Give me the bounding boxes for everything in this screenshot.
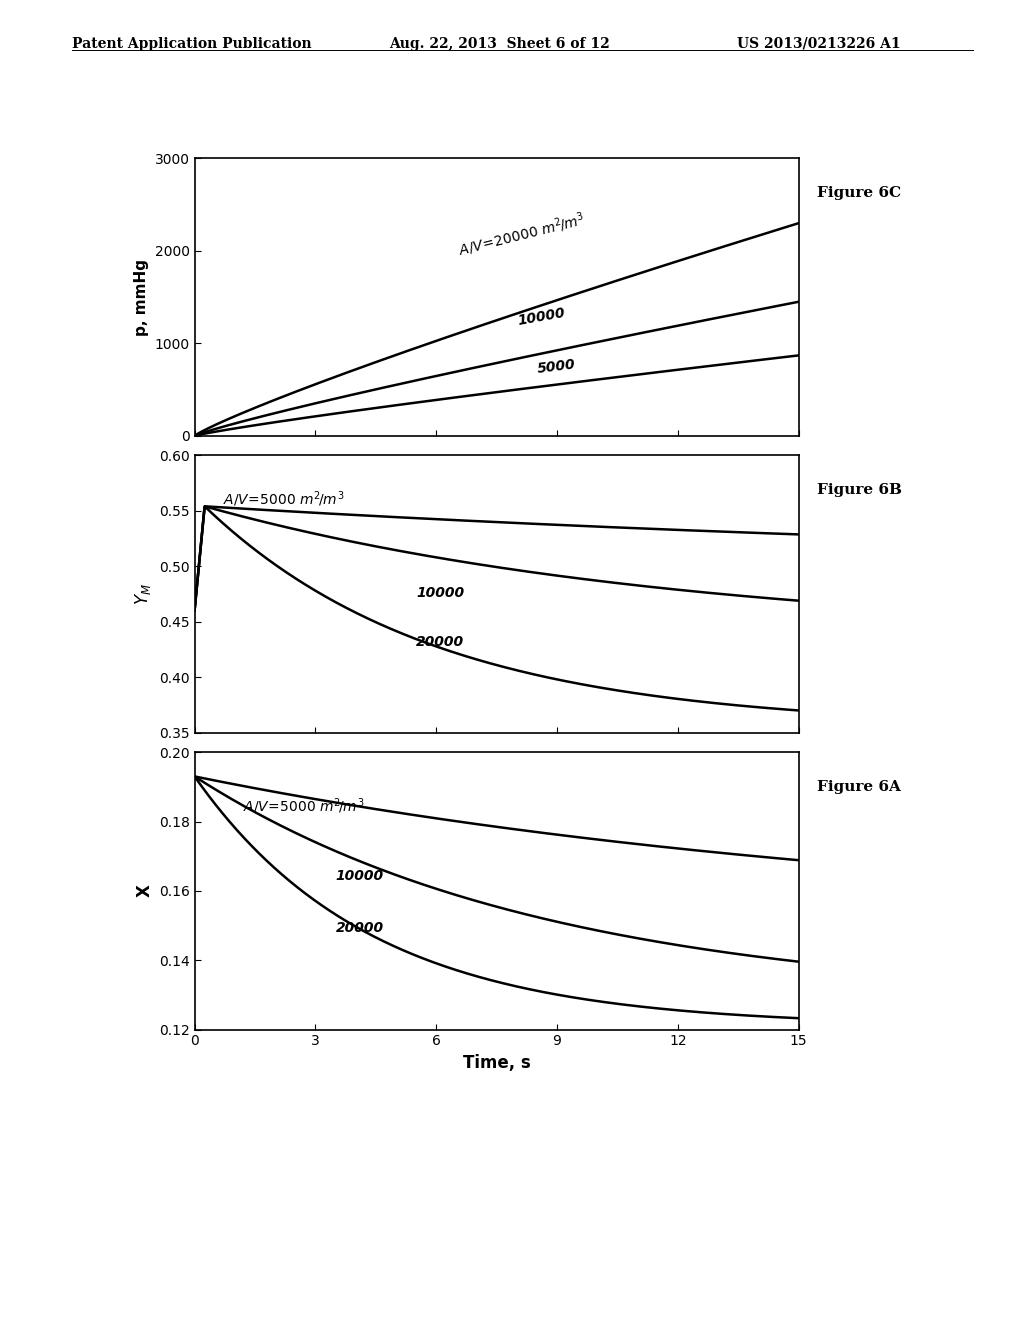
Text: 10000: 10000 — [416, 586, 464, 601]
Text: 20000: 20000 — [416, 635, 464, 649]
Y-axis label: p, mmHg: p, mmHg — [134, 259, 150, 335]
Text: Aug. 22, 2013  Sheet 6 of 12: Aug. 22, 2013 Sheet 6 of 12 — [389, 37, 610, 51]
Text: Patent Application Publication: Patent Application Publication — [72, 37, 311, 51]
Text: 10000: 10000 — [336, 870, 384, 883]
Y-axis label: $Y_M$: $Y_M$ — [133, 583, 154, 605]
Text: $A/V\!=\!20000\ m^2\!/m^3$: $A/V\!=\!20000\ m^2\!/m^3$ — [457, 210, 588, 260]
Text: US 2013/0213226 A1: US 2013/0213226 A1 — [737, 37, 901, 51]
Text: 20000: 20000 — [336, 921, 384, 936]
Text: 10000: 10000 — [517, 306, 566, 327]
Text: Figure 6A: Figure 6A — [817, 780, 901, 793]
Text: Figure 6C: Figure 6C — [817, 186, 901, 201]
Text: $A/V\!=\!5000\ m^2\!/m^3$: $A/V\!=\!5000\ m^2\!/m^3$ — [223, 488, 344, 508]
X-axis label: Time, s: Time, s — [463, 1053, 530, 1072]
Y-axis label: X: X — [135, 884, 154, 898]
Text: 5000: 5000 — [537, 358, 577, 376]
Text: $A/V\!=\!5000\ m^2\!/m^3$: $A/V\!=\!5000\ m^2\!/m^3$ — [243, 796, 365, 816]
Text: Figure 6B: Figure 6B — [817, 483, 902, 498]
